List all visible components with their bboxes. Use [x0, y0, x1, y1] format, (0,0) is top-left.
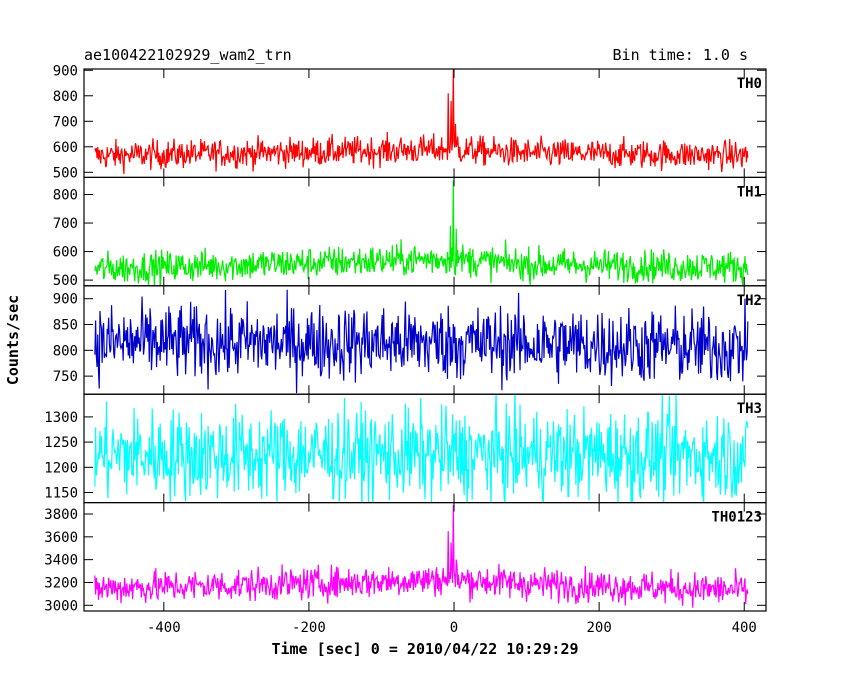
x-tick-label: 0 — [450, 620, 458, 636]
panel-label-th0123: TH0123 — [711, 510, 762, 526]
y-tick-label: 750 — [53, 369, 78, 385]
y-tick-label: 900 — [53, 292, 78, 308]
y-tick-label: 3600 — [44, 530, 78, 546]
y-tick-label: 700 — [53, 216, 78, 232]
y-tick-label: 800 — [53, 343, 78, 359]
chart-title-right: Bin time: 1.0 s — [613, 46, 748, 64]
y-tick-label: 3400 — [44, 553, 78, 569]
series-line-th3 — [94, 394, 749, 503]
y-tick-label: 500 — [53, 273, 78, 289]
y-tick-label: 500 — [53, 165, 78, 181]
y-tick-label: 800 — [53, 188, 78, 204]
y-tick-label: 850 — [53, 318, 78, 334]
panel-th2: 750 800 850 900 TH2 — [53, 285, 767, 395]
x-tick-label: -400 — [147, 620, 181, 636]
panels-group: 500 600 700 800 900 TH0 500 600 700 800 TH1 750 800 8… — [44, 63, 767, 614]
y-tick-label: 3000 — [44, 598, 78, 614]
y-tick-label: 900 — [53, 63, 78, 79]
series-line-th0 — [94, 69, 749, 175]
y-tick-label: 800 — [53, 89, 78, 105]
y-tick-label: 3800 — [44, 507, 78, 523]
y-tick-label: 1150 — [44, 486, 78, 502]
x-axis-tick-labels: -400 -200 0 200 400 — [147, 620, 757, 636]
y-axis-label: Counts/sec — [4, 295, 22, 385]
y-tick-label: 1300 — [44, 410, 78, 426]
panel-th1: 500 600 700 800 TH1 — [53, 176, 767, 289]
series-line-th0123 — [94, 504, 749, 608]
y-tick-label: 1200 — [44, 460, 78, 476]
x-tick-label: 400 — [732, 620, 757, 636]
y-tick-label: 600 — [53, 245, 78, 261]
series-line-th2 — [94, 289, 749, 394]
y-tick-label: 1250 — [44, 435, 78, 451]
panel-th3: 1150 1200 1250 1300 TH3 — [44, 393, 767, 504]
y-tick-label: 3200 — [44, 575, 78, 591]
panel-label-th1: TH1 — [737, 184, 762, 200]
x-tick-label: -200 — [292, 620, 326, 636]
panel-frame — [83, 502, 767, 612]
series-line-th1 — [94, 180, 749, 286]
panel-th0123: 3000 3200 3400 3600 3800 TH0123 — [44, 502, 767, 614]
x-axis-label: Time [sec] 0 = 2010/04/22 10:29:29 — [271, 640, 578, 658]
x-tick-label: 200 — [586, 620, 611, 636]
panel-label-th0: TH0 — [737, 76, 762, 92]
panel-label-th3: TH3 — [737, 401, 762, 417]
panel-label-th2: TH2 — [737, 293, 762, 309]
chart-title-left: ae100422102929_wam2_trn — [84, 46, 292, 64]
y-tick-label: 600 — [53, 140, 78, 156]
panel-th0: 500 600 700 800 900 TH0 — [53, 63, 767, 181]
y-tick-label: 700 — [53, 114, 78, 130]
